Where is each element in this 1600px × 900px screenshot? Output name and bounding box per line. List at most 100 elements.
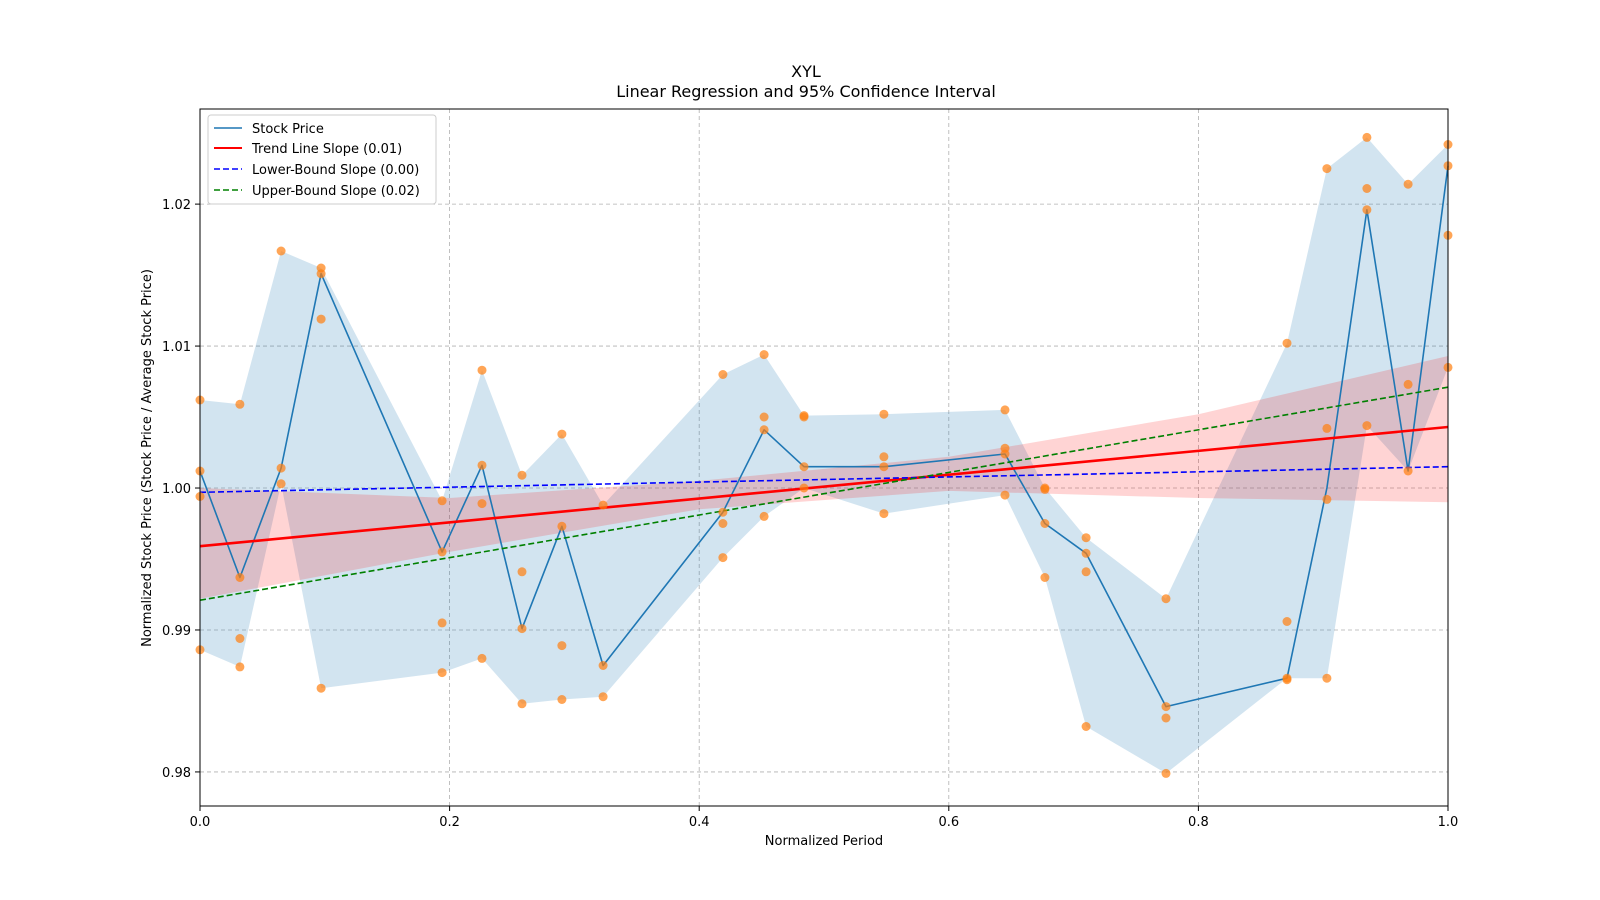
confidence-bands [200,137,1448,774]
trend-confidence-band [200,356,1448,599]
upper-bound-line [199,386,1449,601]
scatter-point [276,246,286,256]
x-tick-label: 0.2 [439,815,460,830]
scatter-point [1000,490,1010,500]
scatter-point [517,624,527,634]
scatter-point [1362,184,1372,193]
scatter-point [718,507,728,517]
scatter-point [1362,132,1372,142]
scatter-point [879,409,889,419]
scatter-point [1081,548,1091,558]
scatter-point [718,553,728,563]
scatter-point [598,661,608,670]
stock-price-line [199,165,1449,708]
scatter-point [1322,673,1332,683]
data-lines [199,165,1449,708]
scatter-point [477,653,487,663]
scatter-point [557,521,567,531]
scatter-point [1081,533,1091,543]
legend-label-lower-bound: Lower-Bound Slope (0.00) [252,163,419,178]
x-tick-label: 0.6 [938,815,959,830]
legend-label-upper-bound: Upper-Bound Slope (0.02) [252,184,420,199]
scatter-point [759,350,769,360]
scatter-point [235,399,245,409]
scatter-point [477,365,487,375]
legend-box [207,114,437,205]
scatter-point [598,692,608,702]
scatter-point [1322,164,1332,174]
scatter-point [799,412,809,422]
scatter-point [1362,421,1372,431]
legend-label-trend-line: Trend Line Slope (0.01) [251,142,402,157]
scatter-point [316,314,326,324]
y-axis-label: Normalized Stock Price (Stock Price / Av… [140,269,155,647]
scatter-point [235,662,245,672]
grid-lines [199,109,1449,806]
y-tick-label: 1.00 [162,482,191,497]
scatter-point [1040,573,1050,582]
scatter-point [759,412,769,422]
scatter-point [1322,423,1332,433]
scatter-point [276,463,286,473]
legend-label-stock-price: Stock Price [252,122,324,137]
y-tick-label: 1.01 [162,340,191,355]
scatter-point [1403,179,1413,189]
scatter-point [437,496,447,506]
scatter-point [879,462,889,472]
scatter-point [879,509,889,519]
scatter-point [316,269,326,279]
scatter-point [1282,617,1292,626]
scatter-point [437,668,447,678]
scatter-point [1081,567,1091,577]
scatter-point [1403,379,1413,389]
scatter-point [517,470,527,480]
scatter-point [1000,449,1010,459]
scatter-point [316,683,326,693]
scatter-point [1282,675,1292,685]
scatter-point [235,634,245,643]
scatter-point [799,462,809,472]
scatter-point [1040,484,1050,494]
scatter-point [557,641,567,651]
y-tick-label: 0.98 [162,766,191,781]
y-tick-label: 1.02 [162,198,191,213]
scatter-point [517,699,527,709]
scatter-point [1161,702,1171,712]
scatter-point [437,547,447,557]
axis-ticks: 0.0 0.2 0.4 0.6 0.8 1.0 0.98 0.99 1.00 1.01 1.02 [162,198,1458,830]
scatter-point [759,511,769,521]
chart-title: XYL [791,62,821,81]
x-tick-label: 0.4 [689,815,710,830]
x-tick-label: 0.0 [190,815,211,830]
scatter-point [1161,594,1171,604]
scatter-point [718,519,728,528]
scatter-point [1000,405,1010,415]
chart-subtitle: Linear Regression and 95% Confidence Int… [616,82,996,101]
scatter-point [1403,466,1413,476]
scatter-point [437,618,447,628]
scatter-point [759,425,769,435]
x-tick-label: 1.0 [1438,815,1459,830]
scatter-point [598,500,608,510]
scatter-point [718,370,728,379]
legend: Stock Price Trend Line Slope (0.01) Lowe… [207,114,437,205]
trend-line [199,425,1449,548]
x-tick-label: 0.8 [1188,815,1209,830]
scatter-point [1081,722,1091,731]
stock-price-band [200,137,1448,774]
lower-bound-line [199,465,1449,494]
scatter-point [1161,768,1171,778]
scatter-point [1282,338,1292,348]
scatter-point [557,429,567,439]
scatter-point [879,452,889,462]
scatter-point [1161,713,1171,723]
scatter-point [235,573,245,582]
scatter-point [1040,519,1050,528]
plot-frame [199,108,1449,807]
scatter-point [1362,205,1372,215]
y-tick-label: 0.99 [162,624,191,639]
x-axis-label: Normalized Period [765,834,883,849]
scatter-point [1322,494,1332,504]
scatter-point [557,695,567,704]
